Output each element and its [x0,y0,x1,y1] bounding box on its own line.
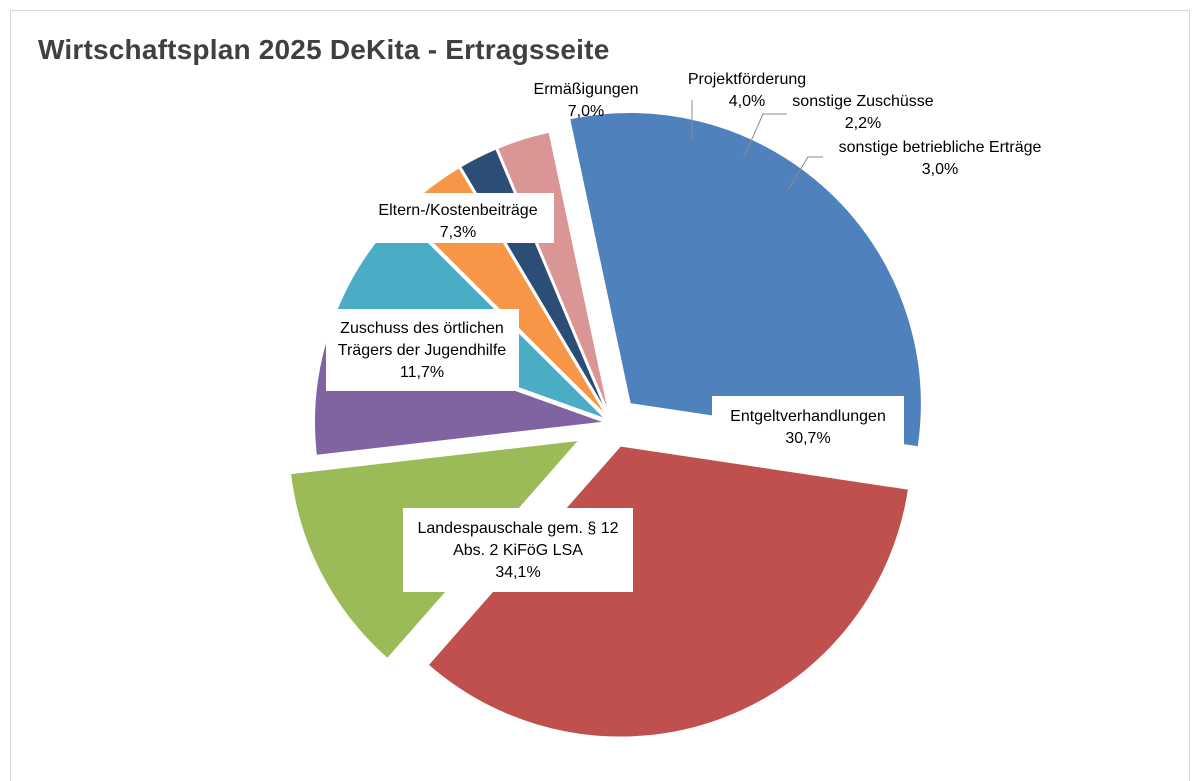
data-label-text: Zuschuss des örtlichen Trägers der Jugend… [338,320,506,381]
data-label-text: Projektförderung 4,0% [688,71,806,110]
data-label-background [362,193,554,243]
leader-line-7 [743,113,787,158]
data-label-text: sonstige Zuschüsse 2,2% [792,93,934,132]
data-label-background [403,508,633,592]
pie-slice-1 [567,111,923,449]
data-label-1: Entgeltverhandlungen 30,7% [712,396,904,452]
data-label-8: sonstige betriebliche Erträge 3,0% [839,139,1042,178]
chart-title: Wirtschaftsplan 2025 DeKita - Ertragssei… [38,34,610,65]
data-label-text: Ermäßigungen 7,0% [534,81,639,120]
data-label-background [326,309,519,391]
data-label-6: Projektförderung 4,0% [688,71,806,110]
leader-line-8 [787,156,823,191]
data-label-3: Zuschuss des örtlichen Trägers der Jugend… [326,309,519,391]
data-label-text: Entgeltverhandlungen 30,7% [730,408,886,447]
data-label-text: Landespauschale gem. § 12 Abs. 2 KiFöG LS… [417,520,618,581]
chart-frame [10,10,1190,781]
data-label-text: sonstige betriebliche Erträge 3,0% [839,139,1042,178]
data-label-5: Ermäßigungen 7,0% [534,81,639,120]
pie-slice-2 [426,444,911,739]
data-label-7: sonstige Zuschüsse 2,2% [792,93,934,132]
data-label-text: Eltern-/Kostenbeiträge 7,3% [378,202,537,241]
data-label-background [712,396,904,452]
data-label-4: Eltern-/Kostenbeiträge 7,3% [362,193,554,243]
data-label-2: Landespauschale gem. § 12 Abs. 2 KiFöG LS… [403,508,633,592]
